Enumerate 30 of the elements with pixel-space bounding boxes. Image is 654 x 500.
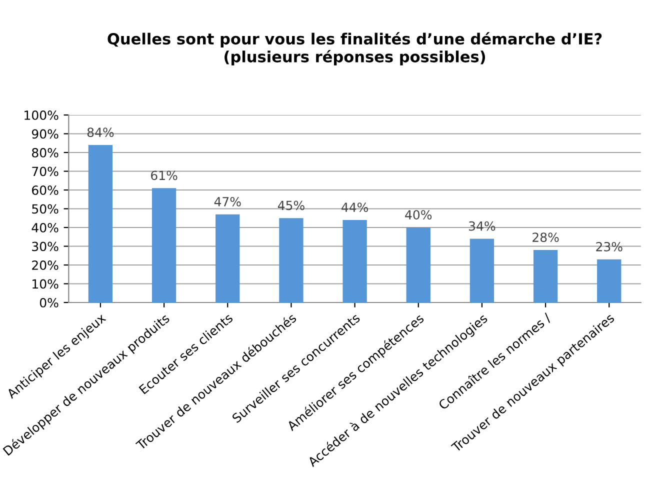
y-tick-label: 20% bbox=[32, 260, 58, 270]
bar bbox=[279, 218, 304, 302]
y-tick-label: 40% bbox=[32, 222, 58, 232]
data-label: 45% bbox=[278, 200, 304, 210]
y-tick-label: 80% bbox=[32, 148, 58, 158]
bar bbox=[406, 228, 430, 302]
bar bbox=[342, 220, 367, 302]
data-label: 40% bbox=[405, 210, 432, 220]
data-label: 61% bbox=[151, 170, 178, 180]
bar bbox=[88, 145, 113, 302]
data-label: 47% bbox=[214, 196, 241, 206]
bar bbox=[216, 214, 240, 302]
data-label: 44% bbox=[342, 202, 368, 212]
bar bbox=[533, 250, 558, 302]
data-label: 28% bbox=[532, 232, 559, 242]
y-tick-label: 30% bbox=[32, 242, 58, 252]
y-tick-label: 10% bbox=[32, 279, 58, 289]
bar bbox=[152, 188, 176, 302]
data-label: 34% bbox=[469, 221, 496, 231]
chart-title: Quelles sont pour vous les finalités d’une démarche d’IE? (plusieurs réponses possibles) bbox=[108, 32, 602, 66]
y-tick-label: 100% bbox=[24, 110, 58, 120]
y-tick-label: 70% bbox=[32, 166, 58, 176]
y-tick-label: 0% bbox=[40, 298, 58, 308]
bar bbox=[470, 238, 494, 302]
y-tick-label: 90% bbox=[32, 129, 58, 139]
data-label: 84% bbox=[87, 128, 114, 138]
bar bbox=[597, 259, 622, 302]
y-tick-label: 50% bbox=[32, 204, 58, 214]
y-tick-label: 60% bbox=[32, 185, 58, 195]
data-label: 23% bbox=[596, 242, 622, 252]
